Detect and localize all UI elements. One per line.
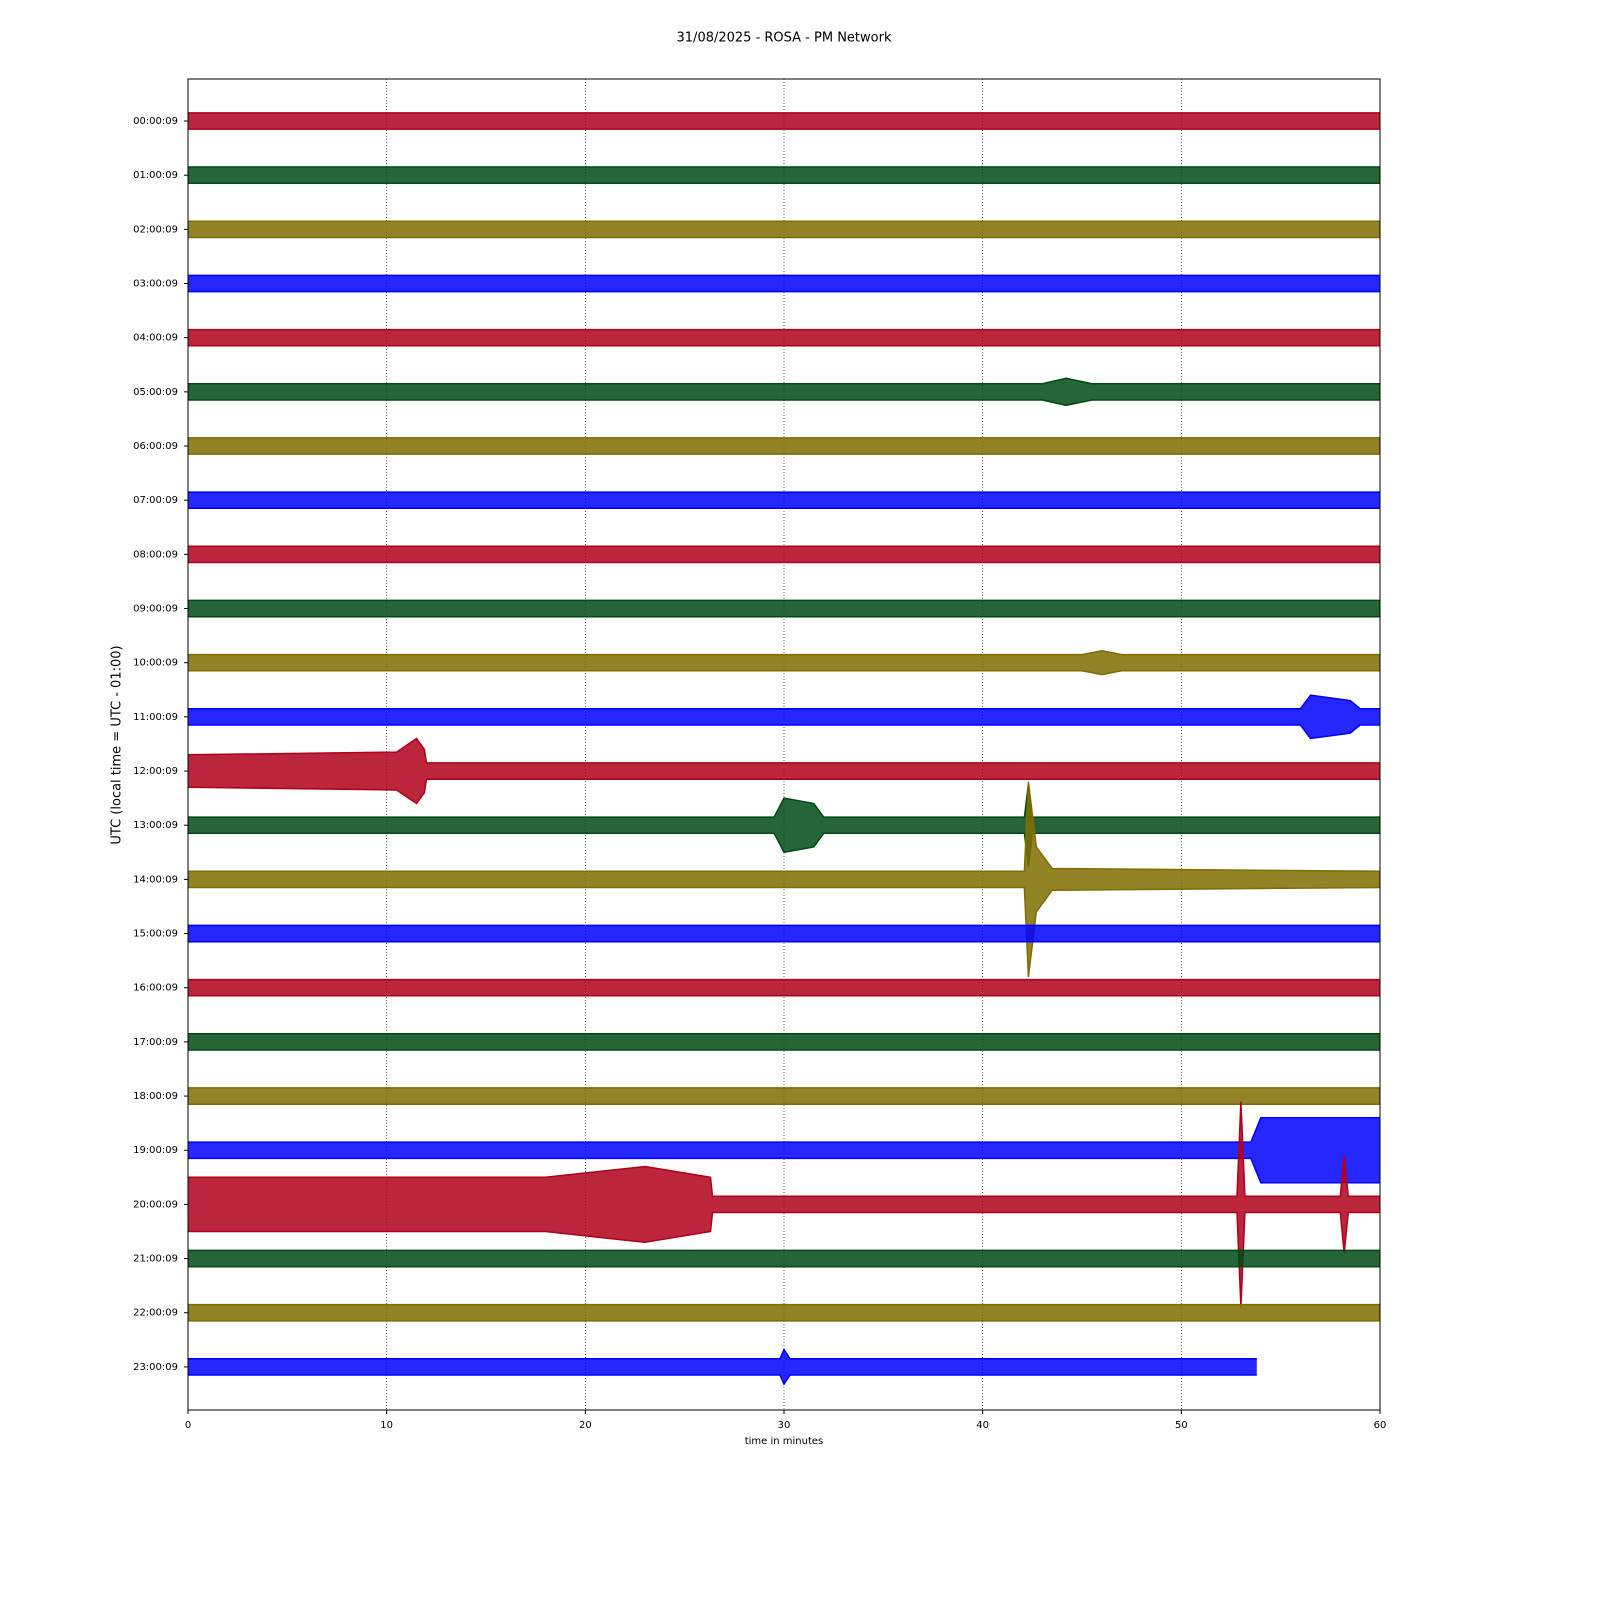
trace-fill (188, 1117, 1380, 1183)
trace-fill (188, 1033, 1380, 1050)
y-tick-label: 11:00:09 (133, 712, 178, 723)
trace-fill (188, 1250, 1380, 1267)
trace-upper (188, 1101, 1380, 1198)
y-tick-label: 10:00:09 (133, 658, 178, 669)
trace-fill (188, 600, 1380, 617)
y-tick-label: 00:00:09 (133, 116, 178, 127)
trace-fill (188, 695, 1380, 739)
trace-fill (188, 784, 1380, 867)
trace-fill (188, 275, 1380, 292)
y-tick-label: 06:00:09 (133, 441, 178, 452)
x-tick-label: 30 (778, 1420, 791, 1431)
y-tick-label: 08:00:09 (133, 549, 178, 560)
y-tick-label: 15:00:09 (133, 929, 178, 940)
trace-lower (188, 724, 1380, 740)
x-tick-label: 40 (976, 1420, 989, 1431)
trace-fill (188, 1349, 1257, 1385)
trace-lower (188, 670, 1380, 676)
trace-fill (188, 492, 1380, 509)
trace-lower (188, 1374, 1257, 1386)
y-tick-label: 22:00:09 (133, 1308, 178, 1319)
trace-fill (188, 1101, 1380, 1308)
y-tick-label: 23:00:09 (133, 1362, 178, 1373)
trace-fill (188, 781, 1380, 977)
trace-fill (188, 650, 1380, 675)
trace-upper (188, 650, 1380, 656)
trace-upper (187, 737, 1380, 764)
x-tick-label: 0 (185, 1420, 191, 1431)
chart-title: 31/08/2025 - ROSA - PM Network (677, 31, 892, 46)
plot-frame (187, 78, 1381, 1411)
y-tick-label: 13:00:09 (133, 820, 178, 831)
y-tick-label: 18:00:09 (133, 1091, 178, 1102)
trace-fill (188, 1087, 1380, 1105)
y-tick-label: 07:00:09 (133, 495, 178, 506)
trace-upper (188, 1116, 1380, 1143)
x-tick-label: 50 (1175, 1420, 1188, 1431)
trace-upper (188, 694, 1380, 710)
y-tick-label: 14:00:09 (133, 874, 178, 885)
trace-upper (188, 781, 1381, 873)
y-tick-label: 17:00:09 (133, 1037, 178, 1048)
trace-fill (188, 112, 1380, 130)
x-tick-label: 60 (1374, 1420, 1387, 1431)
trace-fill (188, 925, 1380, 942)
trace-fill (188, 329, 1380, 346)
x-tick-label: 20 (579, 1420, 592, 1431)
trace-fill (188, 979, 1380, 996)
y-tick-label: 21:00:09 (133, 1254, 178, 1265)
y-tick-label: 20:00:09 (133, 1199, 178, 1210)
trace-upper (188, 377, 1380, 385)
trace-fill (188, 738, 1380, 804)
trace-fill (188, 1304, 1380, 1321)
x-axis-label: time in minutes (745, 1436, 824, 1447)
trace-fill (188, 378, 1380, 406)
y-tick-label: 12:00:09 (133, 766, 178, 777)
y-tick-label: 19:00:09 (133, 1145, 178, 1156)
y-tick-label: 05:00:09 (133, 387, 178, 398)
trace-lower (188, 399, 1380, 407)
trace-upper (188, 1348, 1257, 1360)
y-tick-label: 04:00:09 (133, 333, 178, 344)
y-tick-label: 16:00:09 (133, 983, 178, 994)
y-tick-label: 09:00:09 (133, 604, 178, 615)
y-tick-label: 01:00:09 (133, 170, 178, 181)
y-tick-label: 02:00:09 (133, 224, 178, 235)
trace-lower (188, 1157, 1380, 1184)
y-axis-label: UTC (local time = UTC - 01:00) (110, 645, 125, 844)
trace-lower (187, 778, 1380, 805)
trace-fill (188, 437, 1380, 455)
trace-fill (188, 546, 1380, 563)
trace-fill (188, 221, 1380, 238)
x-tick-label: 10 (380, 1420, 393, 1431)
trace-lower (188, 886, 1381, 977)
y-tick-label: 03:00:09 (133, 279, 178, 290)
trace-fill (188, 167, 1380, 184)
